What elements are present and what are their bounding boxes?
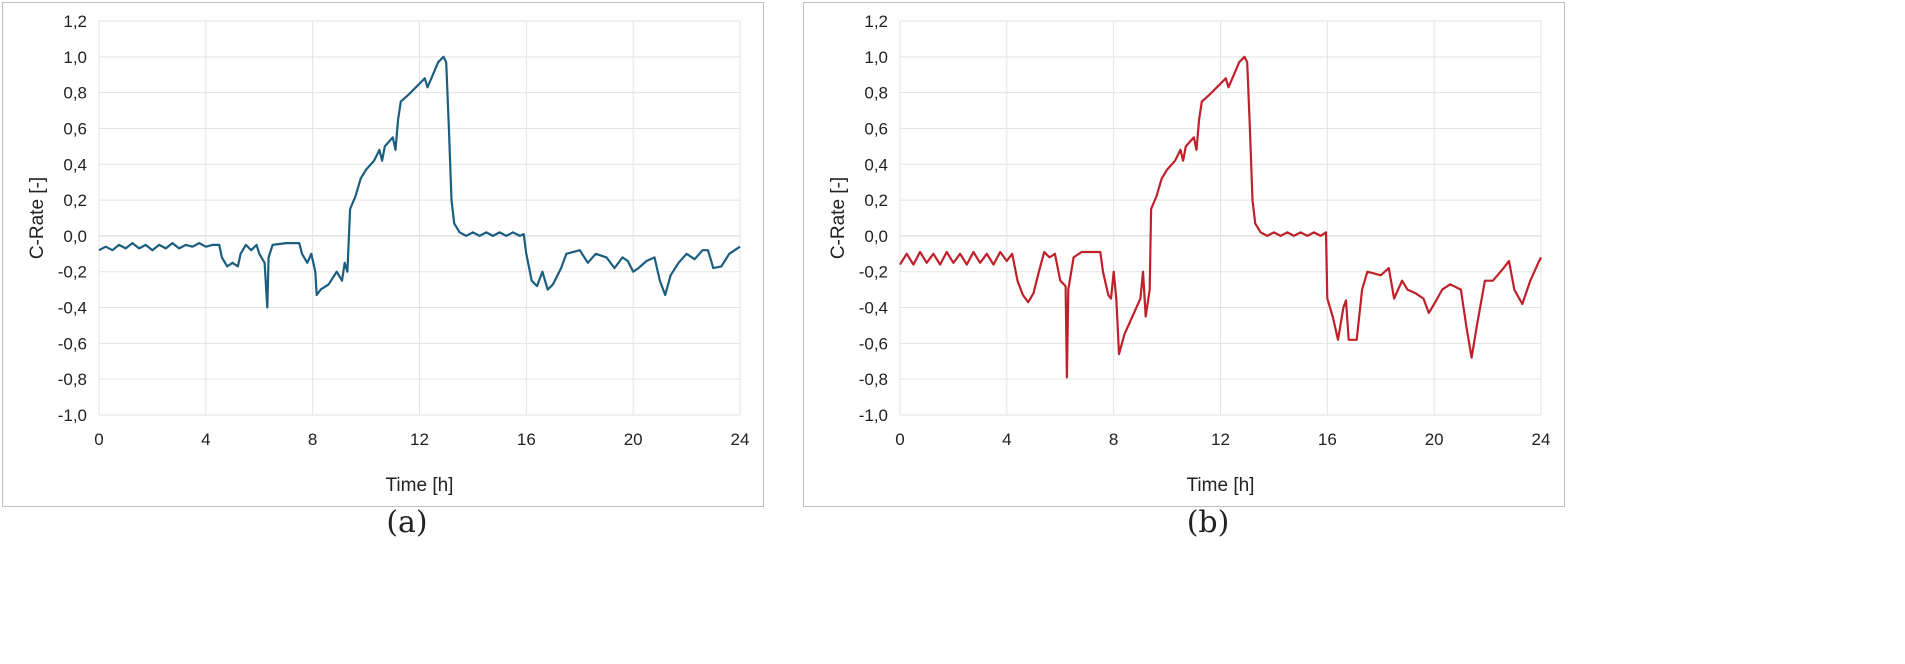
panel-caption-b: (b) <box>1186 505 1230 540</box>
x-tick-label: 4 <box>201 430 210 449</box>
y-tick-label: -0,6 <box>859 334 888 353</box>
y-tick-label: -0,4 <box>859 299 888 318</box>
x-tick-label: 0 <box>895 430 904 449</box>
y-tick-label: 0,2 <box>864 191 888 210</box>
x-tick-label: 8 <box>308 430 317 449</box>
x-tick-label: 4 <box>1002 430 1011 449</box>
chart-svg: -1,0 -0,8 -0,6 -0,4 -0,2 0,0 0,2 0,4 0,6 0,8 1,0 1,… <box>828 12 1551 496</box>
x-tick-label: 24 <box>1532 430 1551 449</box>
c-rate-series-line <box>899 55 1542 379</box>
y-tick-label: -1,0 <box>859 406 888 425</box>
x-tick-label: 0 <box>94 430 103 449</box>
y-tick-label: -0,6 <box>58 334 87 353</box>
y-tick-label: 0,6 <box>63 119 87 138</box>
y-tick-label: -1,0 <box>58 406 87 425</box>
y-tick-label: 0,4 <box>63 155 87 174</box>
y-tick-label: 0,8 <box>864 84 888 103</box>
y-tick-label: 1,2 <box>63 12 87 31</box>
x-tick-label: 16 <box>1318 430 1337 449</box>
chart-panel-b: -1,0 -0,8 -0,6 -0,4 -0,2 0,0 0,2 0,4 0,6 0,8 1,0 1,… <box>803 2 1565 507</box>
x-tick-label: 24 <box>731 430 750 449</box>
y-tick-label: -0,2 <box>859 263 888 282</box>
y-tick-label: 0,6 <box>864 119 888 138</box>
x-tick-label: 12 <box>1211 430 1230 449</box>
y-tick-label: -0,8 <box>859 370 888 389</box>
y-tick-label: -0,2 <box>58 263 87 282</box>
c-rate-series-line <box>98 55 741 309</box>
y-tick-label: 1,0 <box>63 48 87 67</box>
x-tick-label: 20 <box>1425 430 1444 449</box>
x-tick-label: 12 <box>410 430 429 449</box>
y-tick-label: 0,4 <box>864 155 888 174</box>
x-axis-label: Time [h] <box>386 475 454 496</box>
y-tick-label: -0,8 <box>58 370 87 389</box>
y-tick-label: 0,0 <box>63 227 87 246</box>
y-tick-label: -0,4 <box>58 299 87 318</box>
chart-svg: -1,0 -0,8 -0,6 -0,4 -0,2 0,0 0,2 0,4 0,6 0,8 1,0 1,… <box>27 12 750 496</box>
y-tick-label: 1,0 <box>864 48 888 67</box>
x-axis-label: Time [h] <box>1187 475 1255 496</box>
y-axis-label: C-Rate [-] <box>828 177 849 259</box>
y-tick-label: 0,0 <box>864 227 888 246</box>
panel-caption-a: (a) <box>386 505 428 540</box>
y-tick-label: 0,2 <box>63 191 87 210</box>
x-tick-label: 16 <box>517 430 536 449</box>
y-tick-label: 1,2 <box>864 12 888 31</box>
y-tick-label: 0,8 <box>63 84 87 103</box>
y-axis-label: C-Rate [-] <box>27 177 48 259</box>
x-tick-label: 8 <box>1109 430 1118 449</box>
x-tick-label: 20 <box>624 430 643 449</box>
chart-panel-a: -1,0 -0,8 -0,6 -0,4 -0,2 0,0 0,2 0,4 0,6 0,8 1,0 1,… <box>2 2 764 507</box>
